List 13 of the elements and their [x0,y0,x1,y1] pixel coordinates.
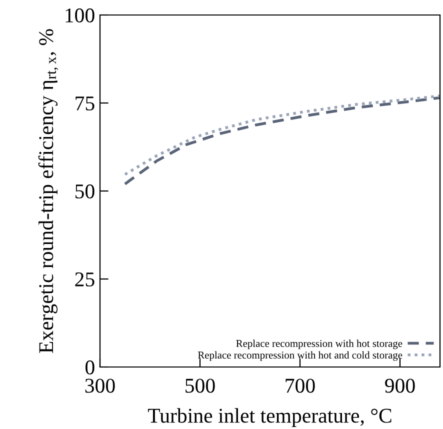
y-tick-label: 25 [75,272,94,286]
x-tick-label: 700 [286,378,315,393]
y-tick-label: 75 [76,96,94,110]
y-tick-label: 50 [76,184,94,198]
legend-label: Replace recompression with hot and cold storage [198,351,402,361]
x-tick-label: 900 [385,378,415,393]
x-tick-label: 300 [85,378,115,393]
legend-label: Replace recompression with hot storage [236,340,402,350]
x-axis-title: Turbine inlet temperature, °C [148,408,392,428]
y-axis-title: Exergetic round-trip efficiency η$_{rt,x}$, % [38,29,58,354]
x-tick-label: 500 [186,378,215,393]
y-tick-label: 0 [86,360,94,374]
y-tick-label: 100 [66,8,94,22]
